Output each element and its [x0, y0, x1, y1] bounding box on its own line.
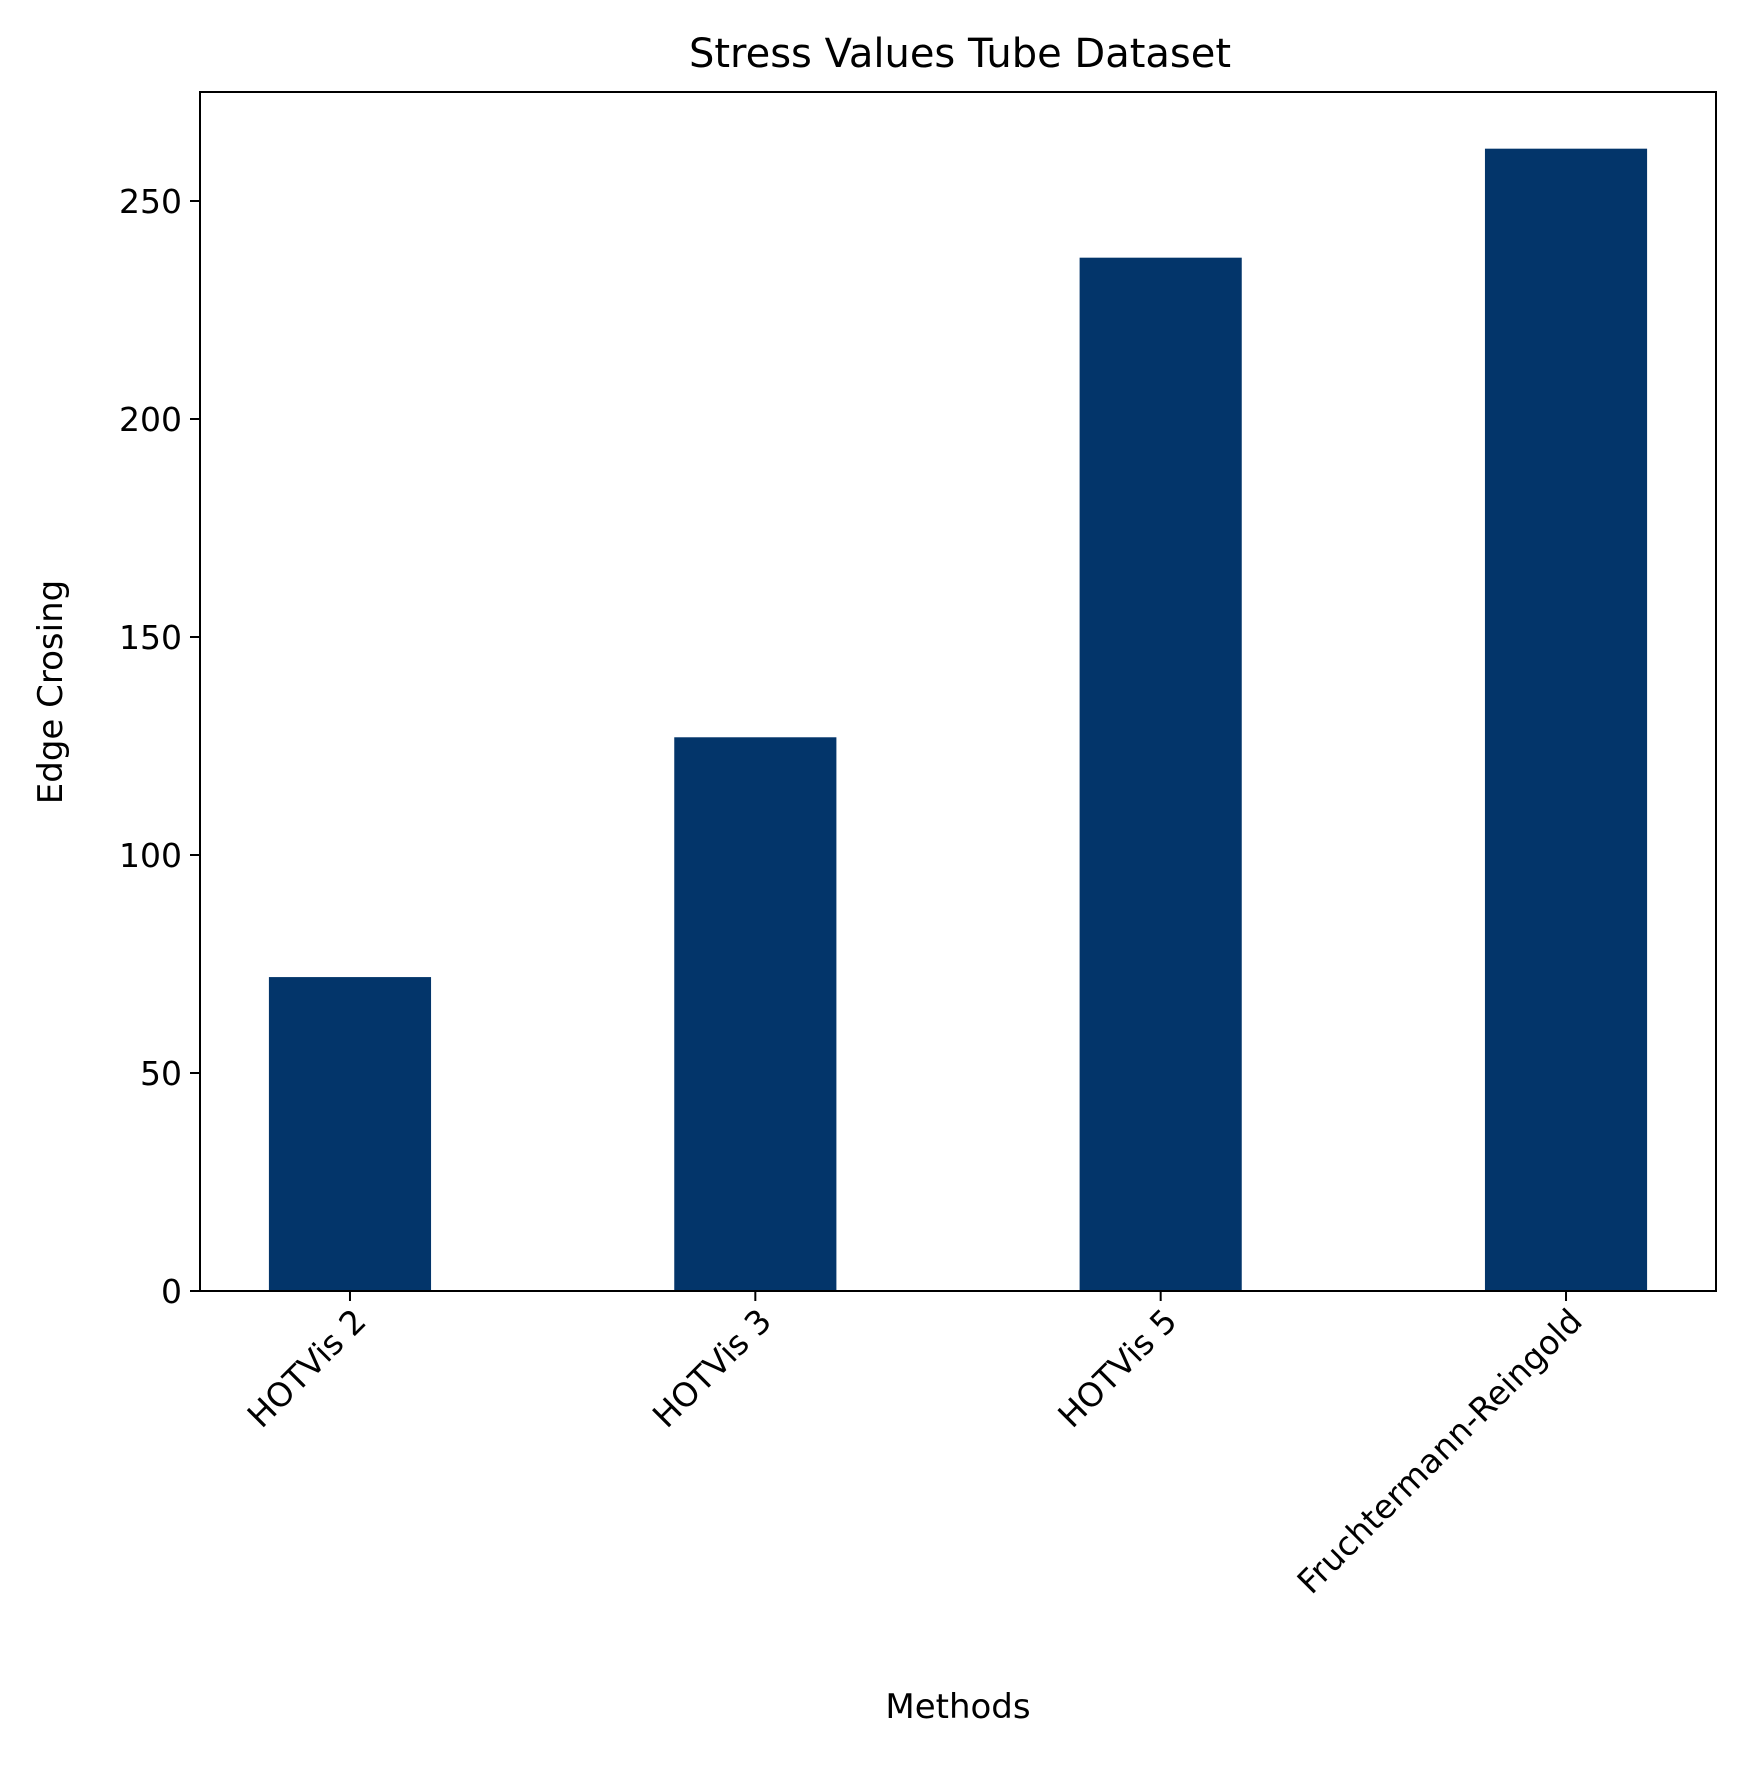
x-tick-label: Fruchtermann-Reingold: [1289, 1301, 1589, 1601]
y-tick-label: 250: [119, 182, 182, 221]
x-tick-label: HOTVis 2: [240, 1301, 374, 1435]
chart-title: Stress Values Tube Dataset: [689, 31, 1231, 77]
y-axis-label: Edge Crosing: [31, 580, 71, 804]
bar-1: [268, 977, 432, 1291]
bar-3: [1079, 257, 1242, 1292]
y-axis: 0 50 100 150 200 250: [119, 182, 200, 1311]
bar-4: [1484, 148, 1648, 1292]
bars-group: [268, 148, 1648, 1292]
x-tick-label: HOTVis 5: [1050, 1301, 1184, 1435]
bar-2: [674, 737, 837, 1291]
y-tick-label: 150: [119, 618, 182, 657]
x-axis: HOTVis 2 HOTVis 3 HOTVis 5 Fruchtermann-Rei…: [240, 1291, 1590, 1601]
x-tick-label: HOTVis 3: [645, 1301, 779, 1435]
y-tick-label: 200: [119, 400, 182, 439]
y-tick-label: 50: [140, 1054, 182, 1093]
plot-frame: [199, 91, 1717, 1292]
y-tick-label: 100: [119, 836, 182, 875]
x-axis-label: Methods: [885, 1687, 1030, 1727]
y-tick-label: 0: [161, 1272, 182, 1311]
